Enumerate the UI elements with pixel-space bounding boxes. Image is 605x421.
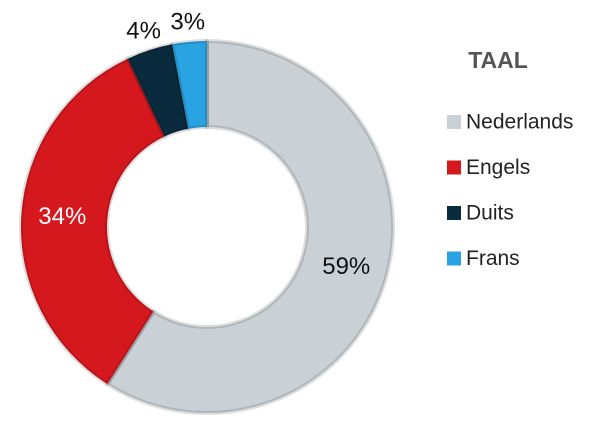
legend-swatch [447,206,461,220]
slice [170,39,209,131]
legend-swatch [447,115,461,129]
legend-label: Engels [466,156,530,179]
legend-swatch [447,251,461,266]
data-label: 59% [322,253,370,280]
data-label: 34% [38,203,86,230]
data-label: 3% [170,8,205,35]
legend-swatch [447,160,461,175]
legend-label: Nederlands [466,111,573,134]
legend-label: Frans [466,247,520,270]
slice [19,56,167,387]
legend-title: TAAL [468,47,528,73]
slice [105,39,395,415]
data-label: 4% [126,17,161,44]
legend-label: Duits [466,202,514,225]
